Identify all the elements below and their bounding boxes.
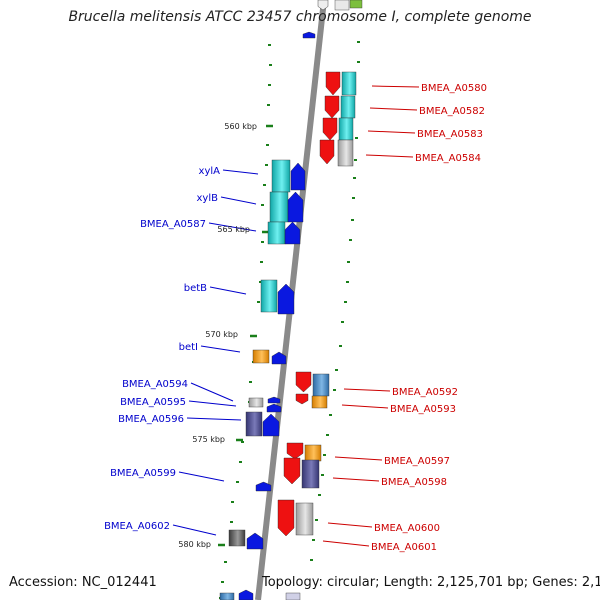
- leader-line-right: [334, 456, 383, 461]
- gene-small-arrow: [302, 31, 316, 39]
- leader-line-right: [367, 130, 416, 134]
- leader-line-left: [186, 417, 242, 421]
- gene-features: [219, 0, 363, 600]
- gene-navy: [301, 459, 320, 489]
- scale-label: 580 kbp: [178, 540, 211, 549]
- gene-labels: xylA xylB BMEA_A0587 betB betI BMEA_A0594 BMEA…: [104, 83, 487, 553]
- accession-text: Accession: NC_012441: [9, 575, 157, 590]
- gene-gray: [248, 397, 264, 408]
- leader-line-left: [200, 345, 241, 353]
- leader-line-right: [341, 404, 389, 409]
- gene-blue: [267, 396, 281, 404]
- leader-line-left: [209, 286, 247, 295]
- leader-line-left: [190, 382, 234, 402]
- gene-red: [295, 393, 309, 405]
- gene-blue: [266, 403, 282, 413]
- gene-label-left: BMEA_A0595: [120, 397, 186, 408]
- gene-cyan: [267, 221, 286, 245]
- leader-line-right: [369, 107, 418, 111]
- gene-blue: [287, 191, 304, 223]
- leader-line-right: [327, 522, 373, 528]
- gene-dark: [228, 529, 246, 547]
- gene-cyan: [338, 117, 354, 141]
- gene-label-right: BMEA_A0592: [392, 387, 458, 398]
- gene-blue: [284, 221, 301, 245]
- gene-top-left: [317, 0, 329, 11]
- gene-top-green: [349, 0, 363, 9]
- gene-label-right: BMEA_A0601: [371, 542, 437, 553]
- gene-orange: [252, 349, 270, 364]
- gene-label-left: betB: [184, 283, 207, 294]
- figure-title: Brucella melitensis ATCC 23457 chromosom…: [68, 9, 532, 25]
- gene-red: [295, 371, 312, 393]
- gene-navy: [245, 411, 263, 437]
- gene-label-right: BMEA_A0598: [381, 477, 447, 488]
- scale-label: 570 kbp: [205, 330, 238, 339]
- gene-lavender: [285, 592, 301, 600]
- scale-labels: 560 kbp 565 kbp 570 kbp 575 kbp 580 kbp: [178, 122, 257, 549]
- gene-label-right: BMEA_A0600: [374, 523, 440, 534]
- leader-line-left: [222, 169, 259, 175]
- gene-cyan: [269, 191, 289, 223]
- gene-label-right: BMEA_A0584: [415, 153, 481, 164]
- gene-cyan: [260, 279, 278, 313]
- gene-label-left: BMEA_A0587: [140, 219, 206, 230]
- gene-red: [324, 95, 340, 119]
- leader-line-right: [332, 477, 380, 482]
- gene-blue: [238, 589, 254, 600]
- gene-label-left: BMEA_A0602: [104, 521, 170, 532]
- topology-text: Topology: circular; Length: 2,125,701 bp…: [262, 575, 600, 590]
- gene-label-left: xylB: [197, 193, 219, 204]
- leader-line-right: [365, 154, 414, 158]
- scale-label: 565 kbp: [217, 225, 250, 234]
- leader-line-right: [322, 540, 370, 547]
- gene-blue: [277, 283, 295, 315]
- gene-label-right: BMEA_A0582: [419, 106, 485, 117]
- gene-red: [322, 117, 338, 141]
- gene-gray: [337, 139, 354, 167]
- gene-label-left: BMEA_A0596: [118, 414, 184, 425]
- gene-top-mid: [334, 0, 350, 11]
- gene-gray: [295, 502, 314, 536]
- leader-line-right: [371, 85, 420, 88]
- gene-orange: [311, 395, 328, 409]
- gene-red: [277, 499, 295, 537]
- leader-line-left: [188, 400, 237, 407]
- leader-line-left: [172, 524, 217, 536]
- leader-line-left: [178, 471, 225, 482]
- gene-cyan: [271, 159, 291, 193]
- label-leaders: [172, 85, 420, 547]
- leader-line-left: [220, 196, 257, 205]
- gene-label-left: BMEA_A0599: [110, 468, 176, 479]
- gene-red: [283, 457, 301, 485]
- gene-blue: [271, 351, 287, 365]
- gene-label-right: BMEA_A0583: [417, 129, 483, 140]
- scale-label: 575 kbp: [192, 435, 225, 444]
- leader-line-left: [208, 222, 257, 232]
- gene-red: [286, 442, 304, 460]
- leader-line-right: [343, 388, 391, 392]
- gene-blue: [255, 481, 272, 492]
- gene-cyan: [341, 71, 357, 96]
- gene-label-right: BMEA_A0580: [421, 83, 487, 94]
- scale-label: 560 kbp: [224, 122, 257, 131]
- gene-red: [325, 71, 341, 96]
- gene-label-left: xylA: [199, 166, 221, 177]
- gene-blue: [290, 162, 306, 191]
- gene-steel: [219, 592, 235, 600]
- gene-label-left: BMEA_A0594: [122, 379, 188, 390]
- gene-red: [319, 139, 335, 165]
- gene-cyan: [340, 95, 356, 119]
- gene-label-right: BMEA_A0597: [384, 456, 450, 467]
- gene-blue: [246, 532, 264, 550]
- gene-blue: [262, 413, 280, 437]
- gene-label-left: betI: [179, 342, 198, 353]
- gene-steel: [312, 373, 330, 397]
- gene-label-right: BMEA_A0593: [390, 404, 456, 415]
- gene-orange: [304, 444, 322, 462]
